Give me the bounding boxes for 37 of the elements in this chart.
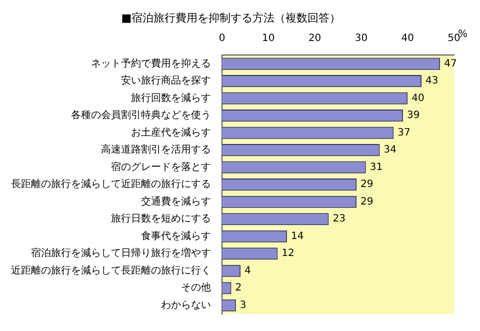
data-label: 37 — [398, 127, 410, 138]
y-tick-label: 長距離の旅行を減らして近距離の旅行にする — [11, 178, 211, 190]
y-tick-label: お土産代を減らす — [131, 126, 211, 138]
y-tick-label: 宿のグレードを落とす — [111, 160, 211, 173]
x-tick-label: 20 — [308, 32, 322, 44]
x-tick-label: 40 — [401, 32, 414, 44]
y-tick-label: 宿泊旅行を減らして日帰り旅行を増やす — [31, 247, 211, 260]
data-label: 47 — [444, 58, 457, 70]
y-tick-label: 食事代を減らす — [141, 230, 211, 242]
y-tick-label: 交通費を減らす — [141, 195, 211, 208]
y-tick-label: 旅行日数を短めにする — [111, 212, 211, 225]
data-label: 43 — [426, 76, 438, 87]
y-tick-label: その他 — [181, 282, 211, 294]
y-tick-label: 旅行回数を減らす — [131, 92, 211, 104]
y-tick-label: 高速道路割引を活用する — [101, 144, 211, 156]
data-label: 34 — [384, 144, 396, 156]
chart-title: ■宿泊旅行費用を抑制する方法（複数回答） — [121, 11, 341, 24]
y-tick-label: 安い旅行商品を探す — [121, 74, 211, 87]
x-tick-label: 0 — [218, 32, 226, 44]
data-label: 29 — [360, 179, 374, 190]
data-label: 40 — [412, 92, 424, 104]
data-label: 31 — [370, 162, 383, 173]
data-label: 4 — [244, 265, 251, 276]
x-tick-label: 30 — [354, 32, 368, 44]
x-tick-label: 10 — [262, 32, 275, 44]
x-tick-label: 50 — [448, 32, 460, 44]
y-tick-label: ネット予約で費用を抑える — [91, 57, 211, 70]
data-label: 39 — [406, 110, 420, 122]
y-tick-label: わからない — [161, 300, 211, 311]
data-label: 12 — [282, 248, 294, 260]
data-label: 23 — [332, 214, 346, 225]
data-label: 3 — [240, 300, 246, 311]
data-label: 2 — [235, 282, 242, 294]
data-label: 29 — [360, 196, 374, 208]
y-tick-label: 近距離の旅行を減らして長距離の旅行に行く — [11, 264, 211, 276]
data-label: 14 — [290, 230, 304, 242]
y-tick-label: 各種の会員割引特典などを使う — [71, 109, 211, 122]
